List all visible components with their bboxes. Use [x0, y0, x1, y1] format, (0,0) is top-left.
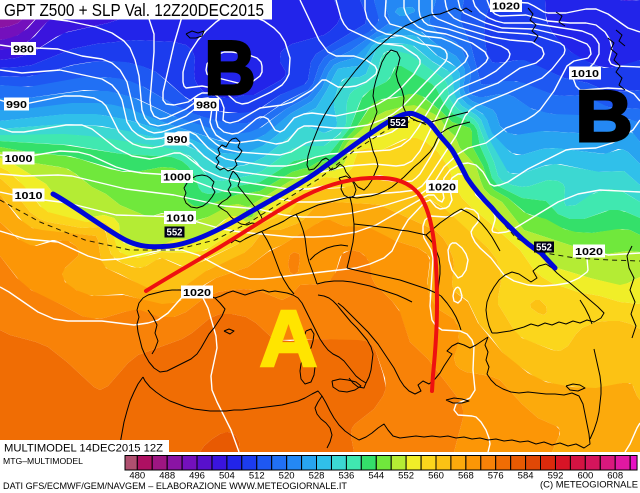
svg-text:A: A — [260, 294, 318, 383]
svg-text:990: 990 — [167, 134, 188, 146]
svg-text:552: 552 — [390, 118, 406, 129]
svg-text:544: 544 — [368, 471, 384, 482]
svg-text:980: 980 — [13, 44, 34, 56]
svg-text:MULTIMODEL 14DEC2015 12Z: MULTIMODEL 14DEC2015 12Z — [4, 443, 163, 455]
svg-text:1010: 1010 — [15, 190, 43, 202]
svg-text:1000: 1000 — [5, 153, 33, 165]
svg-text:592: 592 — [548, 471, 564, 482]
svg-text:568: 568 — [458, 471, 474, 482]
svg-text:1010: 1010 — [571, 68, 599, 80]
svg-text:B: B — [205, 26, 256, 111]
svg-text:(C) METEOGIORNALE: (C) METEOGIORNALE — [540, 480, 638, 491]
svg-text:DATI GFS/ECMWF/GEM/NAVGEM – EL: DATI GFS/ECMWF/GEM/NAVGEM – ELABORAZIONE… — [3, 481, 347, 492]
svg-text:512: 512 — [249, 471, 265, 482]
svg-text:496: 496 — [189, 471, 205, 482]
svg-text:504: 504 — [219, 471, 235, 482]
svg-text:GPT Z500 + SLP Val. 12Z20DEC20: GPT Z500 + SLP Val. 12Z20DEC2015 — [4, 0, 264, 20]
svg-text:1020: 1020 — [575, 246, 603, 258]
svg-text:552: 552 — [167, 228, 183, 239]
svg-text:536: 536 — [338, 471, 354, 482]
svg-text:560: 560 — [428, 471, 444, 482]
svg-text:1020: 1020 — [428, 182, 456, 194]
svg-text:980: 980 — [196, 100, 217, 112]
svg-text:480: 480 — [129, 471, 145, 482]
svg-text:552: 552 — [398, 471, 414, 482]
svg-text:1020: 1020 — [183, 287, 211, 299]
svg-text:608: 608 — [607, 471, 623, 482]
svg-text:1010: 1010 — [166, 213, 194, 225]
svg-text:1000: 1000 — [163, 172, 191, 184]
svg-text:MTG–MULTIMODEL: MTG–MULTIMODEL — [3, 456, 83, 466]
svg-text:1020: 1020 — [492, 1, 520, 13]
svg-text:584: 584 — [518, 471, 534, 482]
svg-text:600: 600 — [577, 471, 593, 482]
svg-text:488: 488 — [159, 471, 175, 482]
svg-text:552: 552 — [536, 243, 552, 254]
svg-text:520: 520 — [279, 471, 295, 482]
svg-text:B: B — [576, 77, 633, 157]
svg-text:528: 528 — [309, 471, 325, 482]
svg-text:990: 990 — [6, 99, 27, 111]
svg-text:576: 576 — [488, 471, 504, 482]
